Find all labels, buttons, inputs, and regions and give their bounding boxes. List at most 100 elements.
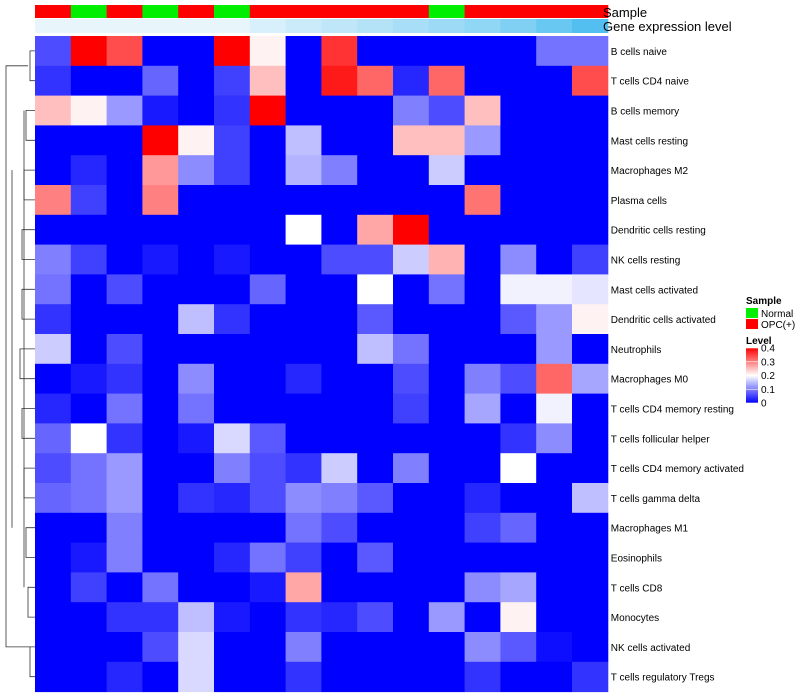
heatmap-cell (464, 125, 501, 156)
heatmap-cell (142, 274, 179, 305)
heatmap-cell (357, 65, 394, 97)
heatmap-cell (35, 393, 72, 424)
heatmap-cell (35, 483, 72, 514)
heatmap-cell (572, 423, 609, 454)
heatmap-cell (500, 214, 537, 246)
heatmap-cell (536, 602, 573, 633)
heatmap-cell (178, 363, 215, 395)
heatmap-cell (393, 453, 430, 484)
heatmap-cell (106, 632, 143, 663)
heatmap-cell (35, 155, 72, 186)
heatmap-cell (178, 274, 215, 305)
heatmap-cell (178, 632, 215, 663)
heatmap-cell (428, 423, 466, 454)
heatmap-cell (500, 185, 537, 216)
heatmap-cell (464, 393, 501, 424)
heatmap-cell (536, 155, 573, 186)
heatmap-cell (35, 632, 72, 663)
heatmap-cell (321, 423, 358, 454)
heatmap-cell (249, 304, 287, 335)
heatmap-cell (249, 185, 287, 216)
heatmap-cell (214, 393, 251, 424)
row-dendrogram (5, 50, 35, 678)
dendrogram-branch (21, 288, 35, 320)
heatmap-cell (536, 334, 573, 365)
row-label: Dendritic cells activated (611, 315, 716, 326)
dendrogram-branch (29, 50, 35, 82)
heatmap-cell (500, 602, 537, 633)
heatmap-cell (321, 512, 358, 544)
heatmap-cell (321, 363, 358, 395)
heatmap-cell (70, 244, 108, 275)
sample-annotation-cell (35, 5, 72, 18)
heatmap-cell (464, 512, 501, 544)
heatmap-cell (357, 334, 394, 365)
heatmap-cell (285, 542, 322, 573)
heatmap-cell (500, 661, 537, 693)
heatmap-cell (321, 632, 358, 663)
heatmap-cell (70, 512, 108, 544)
heatmap-cell (106, 125, 143, 156)
level-tick-label: 0.4 (761, 344, 775, 355)
heatmap-cell (357, 36, 394, 67)
heatmap-cell (428, 65, 466, 97)
heatmap-cell (464, 453, 501, 484)
heatmap-cell (393, 542, 430, 573)
heatmap-cell (249, 661, 287, 693)
heatmap-cell (35, 244, 72, 275)
heatmap-cell (464, 274, 501, 305)
heatmap-cell (357, 363, 394, 395)
heatmap-cell (428, 155, 466, 186)
heatmap-cell (572, 661, 609, 693)
heatmap-cell (70, 661, 108, 693)
heatmap-cell (285, 304, 322, 335)
heatmap-cell (393, 65, 430, 97)
heatmap-cell (464, 185, 501, 216)
heatmap-cell (142, 572, 179, 603)
expression-annotation-cell (106, 19, 143, 33)
level-tick-label: 0.1 (761, 385, 775, 396)
heatmap-cell (106, 155, 143, 186)
heatmap-cell (249, 125, 287, 156)
expression-annotation-cell (321, 19, 358, 33)
heatmap-cell (142, 661, 179, 693)
heatmap-cell (393, 363, 430, 395)
heatmap-cell (35, 95, 72, 126)
heatmap-cell (428, 602, 466, 633)
heatmap-cell (357, 125, 394, 156)
sample-legend: Sample Normal OPC(+) (746, 296, 795, 331)
legend-label-normal: Normal (761, 309, 793, 320)
heatmap-cell (106, 244, 143, 275)
heatmap-cell (393, 512, 430, 544)
dendrogram-branch (25, 110, 35, 141)
heatmap-cell (572, 274, 609, 305)
heatmap-cell (321, 274, 358, 305)
heatmap-cell (464, 572, 501, 603)
heatmap-cell (214, 334, 251, 365)
row-label: Plasma cells (611, 196, 667, 207)
heatmap-cell (285, 36, 322, 67)
heatmap-cell (536, 572, 573, 603)
sample-legend-title: Sample (746, 296, 782, 307)
heatmap-cell (214, 36, 251, 67)
heatmap-cell (428, 363, 466, 395)
heatmap-cell (572, 483, 609, 514)
heatmap-cell (178, 36, 215, 67)
row-label: Mast cells resting (611, 136, 688, 147)
heatmap-cell (357, 453, 394, 484)
heatmap-cell (178, 304, 215, 335)
heatmap-cell (214, 274, 251, 305)
heatmap-cell (142, 95, 179, 126)
heatmap-cell (536, 661, 573, 693)
expression-annotation-cell (285, 19, 322, 33)
heatmap-cell (106, 304, 143, 335)
heatmap-cell (106, 453, 143, 484)
heatmap-cell (285, 483, 322, 514)
heatmap-cell (393, 244, 430, 275)
expression-annotation-cell (249, 19, 287, 33)
heatmap-cell (178, 602, 215, 633)
heatmap-cell (285, 244, 322, 275)
heatmap-cell (500, 512, 537, 544)
heatmap-cell (393, 393, 430, 424)
heatmap-cell (70, 65, 108, 97)
